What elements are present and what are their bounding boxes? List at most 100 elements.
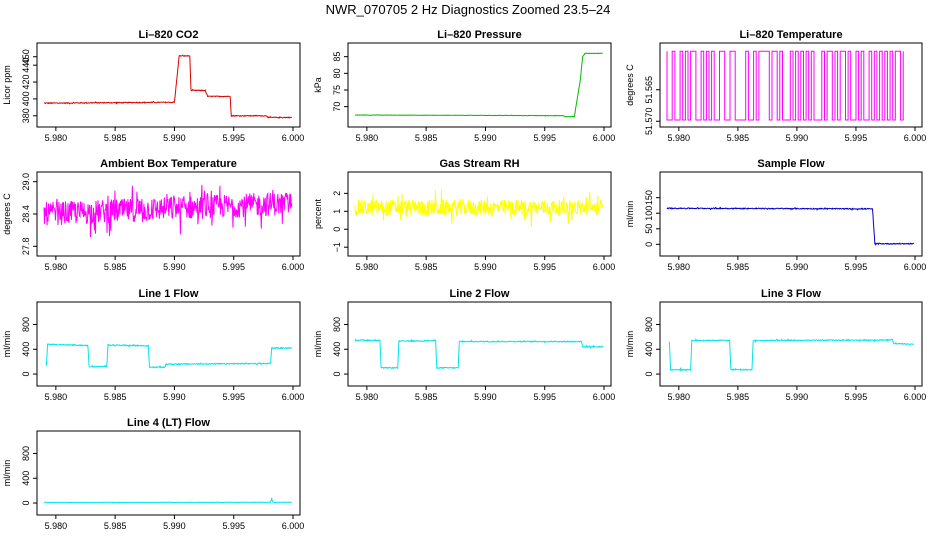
plot-frame [347, 171, 612, 257]
series-line [666, 50, 904, 121]
y-tick-label: 2 [332, 191, 342, 196]
x-tick-label: 5.995 [845, 262, 868, 272]
plot-frame [36, 430, 301, 516]
y-tick-label: 0 [644, 372, 654, 377]
y-tick-label: 400 [644, 342, 654, 357]
x-tick-label: 5.990 [163, 521, 186, 531]
x-tick-label: 5.980 [668, 133, 691, 143]
x-tick-label: 5.985 [415, 262, 438, 272]
panel-title: Ambient Box Temperature [100, 158, 237, 170]
y-tick-label: 28.4 [21, 205, 31, 223]
y-tick-label: 450 [21, 49, 31, 64]
x-tick-label: 5.990 [163, 262, 186, 272]
plot-frame [659, 301, 923, 387]
y-axis-label: ml/min [625, 331, 635, 358]
panel-licor-temp: Li–820 Temperature degrees C 5.980 5.985 5.9… [625, 29, 926, 143]
y-tick-label: 800 [332, 317, 342, 332]
y-tick-label: 0 [21, 501, 31, 506]
x-tick-label: 5.980 [45, 133, 68, 143]
y-axis-label: degrees C [2, 193, 12, 235]
y-tick-label: 400 [21, 471, 31, 486]
y-tick-label: 51.570 [644, 107, 654, 135]
x-tick-label: 5.995 [222, 521, 245, 531]
y-tick-label: 400 [332, 342, 342, 357]
panel-title: Line 1 Flow [139, 288, 199, 300]
y-tick-label: 0 [332, 372, 342, 377]
x-tick-label: 5.990 [163, 392, 186, 402]
series-line [45, 343, 293, 369]
y-axis-label: kPa [313, 77, 323, 93]
panel-title: Line 4 (LT) Flow [127, 417, 210, 429]
panel-line2-flow: Line 2 Flow ml/min 5.980 5.985 5.990 5.995 6.0… [313, 288, 615, 402]
x-tick-label: 5.995 [222, 262, 245, 272]
x-tick-label: 5.980 [45, 392, 68, 402]
y-tick-label: 50 [644, 224, 654, 234]
x-tick-label: 5.990 [786, 133, 809, 143]
y-tick-label: 800 [21, 317, 31, 332]
y-tick-label: 440 [21, 58, 31, 73]
y-tick-label: 420 [21, 75, 31, 90]
plot-frame [659, 42, 923, 128]
x-tick-label: 5.980 [356, 392, 379, 402]
x-tick-label: 5.985 [727, 392, 750, 402]
x-tick-label: 6.000 [282, 392, 305, 402]
y-tick-label: 85 [332, 52, 342, 62]
x-tick-label: 6.000 [904, 262, 927, 272]
x-tick-label: 5.985 [104, 521, 127, 531]
panel-title: Li–820 Pressure [437, 29, 521, 41]
x-tick-label: 5.985 [415, 133, 438, 143]
x-tick-label: 5.995 [845, 392, 868, 402]
x-tick-label: 6.000 [593, 262, 616, 272]
series-line [355, 52, 603, 118]
x-tick-label: 5.990 [474, 133, 497, 143]
panel-line1-flow: Line 1 Flow ml/min 5.980 5.985 5.990 5.995 6.0… [2, 288, 304, 402]
x-tick-label: 5.985 [104, 133, 127, 143]
x-tick-label: 5.980 [45, 262, 68, 272]
y-tick-label: 800 [644, 317, 654, 332]
x-tick-label: 6.000 [593, 392, 616, 402]
plot-frame [36, 301, 301, 387]
series-line [43, 184, 293, 238]
plot-frame [347, 301, 612, 387]
panel-title: Line 2 Flow [450, 288, 510, 300]
x-tick-label: 5.980 [356, 133, 379, 143]
panel-ambient-temp: Ambient Box Temperature degrees C 5.980 5.9… [2, 158, 304, 272]
panel-title: Gas Stream RH [439, 158, 519, 170]
x-tick-label: 5.995 [222, 133, 245, 143]
y-axis-label: ml/min [313, 331, 323, 358]
panel-gas-rh: Gas Stream RH percent 5.980 5.985 5.990 5.995… [313, 158, 615, 272]
x-tick-label: 6.000 [904, 133, 927, 143]
y-tick-label: 80 [332, 68, 342, 78]
y-tick-label: 0 [644, 242, 654, 247]
y-tick-label: 1 [332, 209, 342, 214]
x-tick-label: 5.990 [786, 392, 809, 402]
y-axis-label: ml/min [625, 201, 635, 228]
panel-title: Li–820 Temperature [739, 29, 842, 41]
x-tick-label: 6.000 [282, 262, 305, 272]
x-tick-label: 5.985 [104, 262, 127, 272]
y-tick-label: 75 [332, 85, 342, 95]
y-tick-label: 100 [644, 206, 654, 221]
y-axis-label: ml/min [2, 460, 12, 487]
y-tick-label: 800 [21, 446, 31, 461]
y-axis-label: percent [313, 198, 323, 229]
x-tick-label: 5.980 [356, 262, 379, 272]
x-tick-label: 5.995 [533, 133, 556, 143]
panel-line3-flow: Line 3 Flow ml/min 5.980 5.985 5.990 5.995 6.0… [625, 288, 926, 402]
y-tick-label: 29.0 [21, 173, 31, 191]
y-tick-label: −1 [332, 242, 342, 252]
x-tick-label: 5.990 [474, 392, 497, 402]
plot-frame [659, 171, 923, 257]
x-tick-label: 5.985 [727, 262, 750, 272]
y-tick-label: 400 [21, 91, 31, 106]
panel-co2: Li–820 CO2 Licor ppm 5.980 5.985 5.990 5.995 6… [2, 29, 304, 143]
y-tick-label: 27.8 [21, 238, 31, 256]
x-tick-label: 5.990 [786, 262, 809, 272]
x-tick-label: 6.000 [593, 133, 616, 143]
panel-line4-flow: Line 4 (LT) Flow ml/min 5.980 5.985 5.990 5.9… [2, 417, 304, 531]
y-axis-label: Licor ppm [2, 65, 12, 105]
y-tick-label: 70 [332, 102, 342, 112]
series-line [43, 54, 292, 119]
plot-frame [36, 42, 301, 128]
